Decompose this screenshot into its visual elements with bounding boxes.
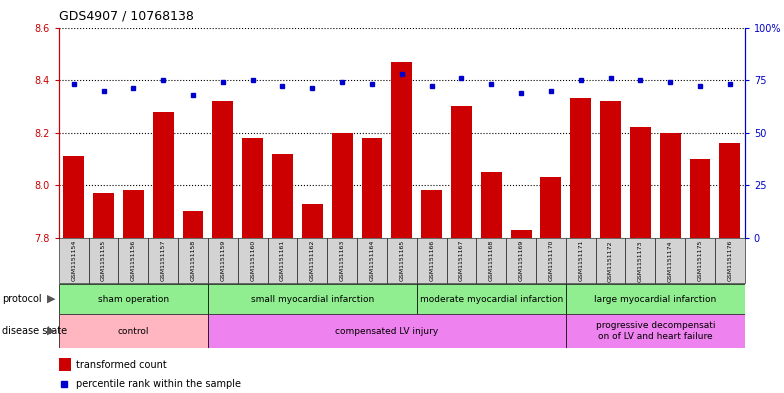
FancyBboxPatch shape — [327, 238, 357, 283]
Text: progressive decompensati
on of LV and heart failure: progressive decompensati on of LV and he… — [596, 321, 715, 341]
FancyBboxPatch shape — [447, 238, 477, 283]
Bar — [660, 132, 681, 238]
Bar — [510, 230, 532, 238]
Text: GSM1151155: GSM1151155 — [101, 240, 106, 281]
Bar — [391, 62, 412, 238]
Bar — [481, 172, 502, 238]
Text: GSM1151162: GSM1151162 — [310, 240, 315, 281]
Text: protocol: protocol — [2, 294, 42, 304]
Text: GSM1151160: GSM1151160 — [250, 240, 255, 281]
Bar — [540, 177, 561, 238]
FancyBboxPatch shape — [59, 284, 208, 314]
Text: transformed count: transformed count — [76, 360, 167, 370]
Bar — [123, 191, 143, 238]
FancyBboxPatch shape — [596, 238, 626, 283]
Bar — [451, 107, 472, 238]
Bar — [302, 204, 323, 238]
Bar — [272, 154, 293, 238]
FancyBboxPatch shape — [566, 284, 745, 314]
FancyBboxPatch shape — [208, 238, 238, 283]
Text: GSM1151173: GSM1151173 — [638, 240, 643, 281]
FancyBboxPatch shape — [685, 238, 715, 283]
Text: compensated LV injury: compensated LV injury — [336, 327, 438, 336]
FancyBboxPatch shape — [297, 238, 327, 283]
Bar — [93, 193, 114, 238]
Text: GSM1151169: GSM1151169 — [518, 240, 524, 281]
FancyBboxPatch shape — [387, 238, 417, 283]
FancyBboxPatch shape — [267, 238, 297, 283]
Text: ▶: ▶ — [47, 294, 55, 304]
Text: ▶: ▶ — [47, 326, 55, 336]
Text: disease state: disease state — [2, 326, 67, 336]
FancyBboxPatch shape — [208, 314, 566, 348]
Bar — [690, 159, 710, 238]
Text: GSM1151168: GSM1151168 — [488, 240, 494, 281]
FancyBboxPatch shape — [626, 238, 655, 283]
FancyBboxPatch shape — [178, 238, 208, 283]
Text: large myocardial infarction: large myocardial infarction — [594, 295, 717, 303]
FancyBboxPatch shape — [59, 314, 208, 348]
FancyBboxPatch shape — [148, 238, 178, 283]
Text: control: control — [118, 327, 149, 336]
Text: GSM1151167: GSM1151167 — [459, 240, 464, 281]
Text: GSM1151163: GSM1151163 — [339, 240, 345, 281]
Text: GSM1151172: GSM1151172 — [608, 240, 613, 281]
Text: small myocardial infarction: small myocardial infarction — [251, 295, 374, 303]
Bar — [212, 101, 234, 238]
Text: GSM1151157: GSM1151157 — [161, 240, 165, 281]
Text: GSM1151156: GSM1151156 — [131, 240, 136, 281]
Text: percentile rank within the sample: percentile rank within the sample — [76, 379, 241, 389]
Bar — [570, 99, 591, 238]
Text: GSM1151170: GSM1151170 — [549, 240, 554, 281]
Text: GSM1151176: GSM1151176 — [728, 240, 732, 281]
Text: GSM1151175: GSM1151175 — [698, 240, 702, 281]
Text: GSM1151171: GSM1151171 — [579, 240, 583, 281]
Text: GDS4907 / 10768138: GDS4907 / 10768138 — [59, 10, 194, 23]
Text: GSM1151159: GSM1151159 — [220, 240, 225, 281]
FancyBboxPatch shape — [238, 238, 267, 283]
Text: GSM1151165: GSM1151165 — [399, 240, 405, 281]
FancyBboxPatch shape — [566, 238, 596, 283]
FancyBboxPatch shape — [536, 238, 566, 283]
FancyBboxPatch shape — [118, 238, 148, 283]
FancyBboxPatch shape — [566, 314, 745, 348]
Bar — [361, 138, 383, 238]
Text: moderate myocardial infarction: moderate myocardial infarction — [419, 295, 563, 303]
Bar — [153, 112, 173, 238]
FancyBboxPatch shape — [357, 238, 387, 283]
Bar — [332, 132, 353, 238]
Bar — [64, 156, 84, 238]
FancyBboxPatch shape — [89, 238, 118, 283]
FancyBboxPatch shape — [417, 238, 447, 283]
Text: GSM1151164: GSM1151164 — [369, 240, 375, 281]
Bar — [59, 358, 71, 371]
FancyBboxPatch shape — [506, 238, 536, 283]
FancyBboxPatch shape — [417, 284, 566, 314]
FancyBboxPatch shape — [477, 238, 506, 283]
Bar — [630, 127, 651, 238]
Bar — [720, 143, 740, 238]
Bar — [421, 191, 442, 238]
Text: GSM1151154: GSM1151154 — [71, 240, 76, 281]
Text: GSM1151166: GSM1151166 — [429, 240, 434, 281]
FancyBboxPatch shape — [655, 238, 685, 283]
Text: sham operation: sham operation — [98, 295, 169, 303]
Bar — [600, 101, 621, 238]
FancyBboxPatch shape — [715, 238, 745, 283]
FancyBboxPatch shape — [208, 284, 417, 314]
Bar — [242, 138, 263, 238]
Bar — [183, 211, 204, 238]
Text: GSM1151161: GSM1151161 — [280, 240, 285, 281]
FancyBboxPatch shape — [59, 238, 89, 283]
Text: GSM1151158: GSM1151158 — [191, 240, 195, 281]
Text: GSM1151174: GSM1151174 — [668, 240, 673, 281]
